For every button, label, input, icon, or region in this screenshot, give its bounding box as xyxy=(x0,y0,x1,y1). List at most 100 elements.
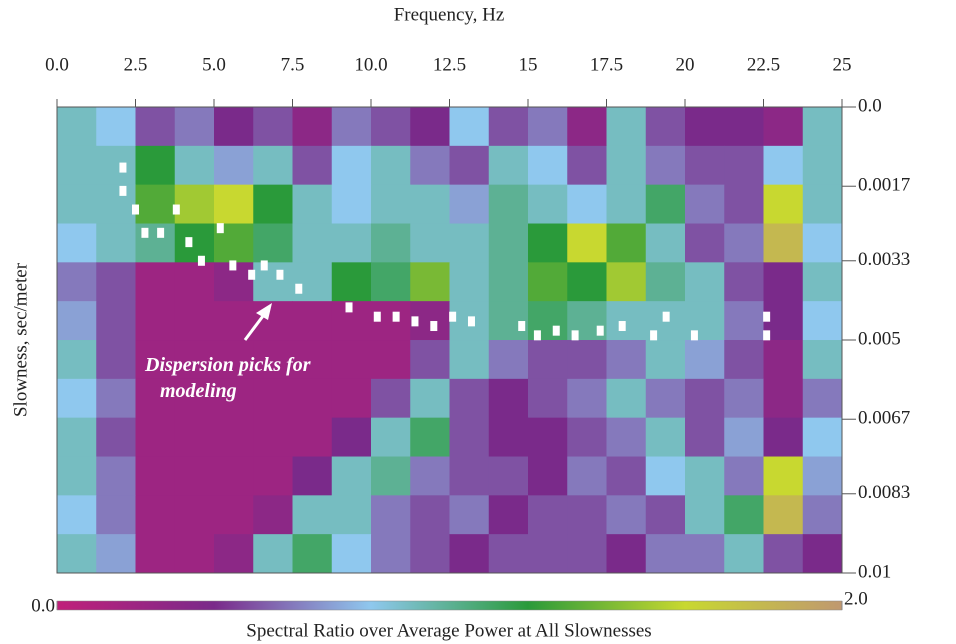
x-tick-label: 25 xyxy=(833,54,852,75)
heatmap-cell xyxy=(685,262,725,301)
heatmap-cell xyxy=(214,495,254,534)
x-tick-label: 20 xyxy=(676,54,695,75)
heatmap-cell xyxy=(175,224,215,263)
heatmap-cell xyxy=(332,185,372,224)
heatmap-cell xyxy=(764,379,804,418)
heatmap-cell xyxy=(253,224,293,263)
heatmap-cell xyxy=(96,534,136,573)
colorbar-tick-label: 0.0 xyxy=(31,595,55,616)
heatmap-cell xyxy=(489,457,529,496)
heatmap-cell xyxy=(646,262,686,301)
heatmap-cell xyxy=(567,495,607,534)
heatmap-cell xyxy=(96,146,136,185)
heatmap-cell xyxy=(136,495,176,534)
heatmap-cell xyxy=(175,495,215,534)
heatmap-cell xyxy=(410,262,450,301)
heatmap-cell xyxy=(528,418,568,457)
heatmap-cell xyxy=(607,495,647,534)
heatmap-cell xyxy=(293,495,333,534)
heatmap-cell xyxy=(214,107,254,146)
heatmap-cell xyxy=(96,418,136,457)
heatmap-cell xyxy=(803,495,843,534)
heatmap-cell xyxy=(410,379,450,418)
heatmap-cell xyxy=(96,457,136,496)
dispersion-pick xyxy=(141,228,148,238)
heatmap-cell xyxy=(764,418,804,457)
heatmap-cell xyxy=(724,457,764,496)
heatmap-cell xyxy=(764,146,804,185)
heatmap-cell xyxy=(96,107,136,146)
heatmap-cell xyxy=(724,185,764,224)
heatmap-cell xyxy=(332,418,372,457)
colorbar-tick-label: 2.0 xyxy=(844,588,868,609)
dispersion-pick xyxy=(518,321,525,331)
heatmap-cell xyxy=(293,301,333,340)
dispersion-pick xyxy=(229,260,236,270)
dispersion-pick xyxy=(449,312,456,322)
heatmap-cell xyxy=(607,262,647,301)
heatmap-cell xyxy=(724,262,764,301)
heatmap-cell xyxy=(253,185,293,224)
heatmap-cell xyxy=(685,340,725,379)
heatmap-cell xyxy=(57,301,97,340)
dispersion-pick xyxy=(534,330,541,340)
heatmap-cell xyxy=(685,457,725,496)
heatmap-cell xyxy=(489,301,529,340)
heatmap-cell xyxy=(214,457,254,496)
heatmap-cell xyxy=(214,534,254,573)
y-tick-label: 0.01 xyxy=(858,561,891,582)
heatmap-cell xyxy=(567,224,607,263)
dispersion-pick xyxy=(185,237,192,247)
heatmap-cell xyxy=(764,224,804,263)
heatmap-cell xyxy=(371,107,411,146)
heatmap-cell xyxy=(57,534,97,573)
dispersion-pick xyxy=(346,302,353,312)
heatmap-cell xyxy=(567,107,607,146)
dispersion-pick xyxy=(248,270,255,280)
heatmap-cell xyxy=(646,107,686,146)
heatmap-cell xyxy=(685,418,725,457)
heatmap-cell xyxy=(136,457,176,496)
heatmap-cell xyxy=(136,146,176,185)
heatmap-cell xyxy=(489,340,529,379)
heatmap-cell xyxy=(136,301,176,340)
dispersion-pick xyxy=(572,330,579,340)
heatmap-cell xyxy=(685,107,725,146)
heatmap-cell xyxy=(450,495,490,534)
heatmap-cell xyxy=(214,185,254,224)
heatmap-cell xyxy=(214,418,254,457)
dispersion-pick xyxy=(132,205,139,215)
dispersion-pick xyxy=(553,326,560,336)
heatmap-cell xyxy=(175,301,215,340)
heatmap-cell xyxy=(764,107,804,146)
heatmap-cell xyxy=(175,107,215,146)
heatmap-cell xyxy=(803,146,843,185)
heatmap-cell xyxy=(607,534,647,573)
heatmap-cell xyxy=(646,418,686,457)
heatmap-cell xyxy=(175,457,215,496)
heatmap-cell xyxy=(724,379,764,418)
heatmap-cell xyxy=(410,495,450,534)
dispersion-pick xyxy=(691,330,698,340)
heatmap-cell xyxy=(96,185,136,224)
heatmap-cell xyxy=(293,457,333,496)
heatmap-cell xyxy=(450,185,490,224)
heatmap-cell xyxy=(293,146,333,185)
heatmap-cell xyxy=(724,495,764,534)
dispersion-pick xyxy=(295,284,302,294)
heatmap-cell xyxy=(410,340,450,379)
heatmap-cell xyxy=(371,262,411,301)
heatmap-cell xyxy=(528,379,568,418)
heatmap-cell xyxy=(57,107,97,146)
heatmap-cell xyxy=(410,457,450,496)
heatmap-cell xyxy=(646,340,686,379)
heatmap-cell xyxy=(96,224,136,263)
x-tick-label: 7.5 xyxy=(281,54,305,75)
heatmap-cell xyxy=(371,457,411,496)
heatmap-cell xyxy=(567,379,607,418)
heatmap-cell xyxy=(253,379,293,418)
heatmap-cell xyxy=(450,379,490,418)
heatmap-cell xyxy=(410,418,450,457)
heatmap-cell xyxy=(57,418,97,457)
dispersion-pick xyxy=(763,330,770,340)
